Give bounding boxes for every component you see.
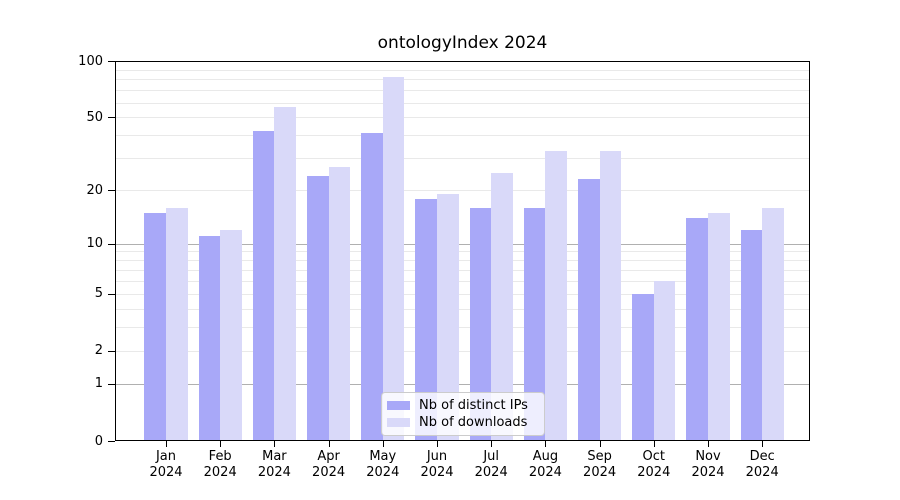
y-tick-mark bbox=[108, 61, 115, 62]
x-tick-label-feb: Feb 2024 bbox=[203, 449, 237, 480]
x-tick-mark bbox=[599, 441, 601, 447]
x-tick-label-sep: Sep 2024 bbox=[583, 449, 617, 480]
bar-distinct-ips-apr bbox=[306, 176, 329, 441]
bar-distinct-ips-mar bbox=[252, 131, 275, 441]
minor-gridline bbox=[116, 117, 809, 119]
y-tick-mark bbox=[108, 383, 115, 385]
x-tick-mark bbox=[708, 441, 709, 447]
legend-row-distinct-ips: Nb of distinct IPs bbox=[387, 397, 537, 414]
y-tick-mark bbox=[108, 117, 115, 119]
bar-downloads-dec bbox=[762, 207, 784, 441]
bar-downloads-may bbox=[382, 77, 405, 441]
minor-gridline bbox=[116, 326, 809, 328]
bar-distinct-ips-sep bbox=[577, 179, 600, 441]
x-tick-label-dec: Dec 2024 bbox=[745, 449, 779, 480]
legend-label-distinct-ips: Nb of distinct IPs bbox=[419, 398, 528, 413]
bar-distinct-ips-jan bbox=[144, 212, 166, 441]
y-tick-label: 0 bbox=[94, 433, 103, 449]
major-gridline bbox=[116, 243, 809, 245]
minor-gridline bbox=[116, 90, 809, 91]
y-tick-label: 50 bbox=[86, 109, 103, 125]
legend-swatch-distinct-ips bbox=[387, 401, 410, 410]
y-tick-label: 5 bbox=[94, 286, 103, 301]
minor-gridline bbox=[116, 158, 809, 160]
bar-downloads-apr bbox=[328, 166, 351, 441]
bar-distinct-ips-nov bbox=[686, 218, 708, 441]
minor-gridline bbox=[116, 293, 809, 295]
minor-gridline bbox=[116, 135, 809, 137]
x-tick-mark bbox=[762, 441, 764, 447]
bar-downloads-oct bbox=[653, 280, 676, 441]
x-tick-label-may: May 2024 bbox=[366, 449, 400, 480]
bar-downloads-jan bbox=[166, 207, 188, 441]
x-tick-mark bbox=[653, 441, 655, 447]
x-tick-label-mar: Mar 2024 bbox=[257, 449, 291, 480]
bar-distinct-ips-may bbox=[361, 133, 383, 441]
minor-gridline bbox=[116, 260, 809, 262]
minor-gridline bbox=[116, 350, 809, 352]
minor-gridline bbox=[116, 79, 809, 81]
y-tick-label: 20 bbox=[86, 182, 103, 198]
minor-gridline bbox=[116, 251, 809, 253]
bar-downloads-sep bbox=[599, 150, 622, 441]
x-tick-mark bbox=[220, 441, 222, 447]
legend-label-downloads: Nb of downloads bbox=[419, 415, 528, 430]
major-gridline bbox=[116, 383, 809, 385]
bar-downloads-nov bbox=[708, 212, 730, 441]
bar-distinct-ips-aug bbox=[523, 207, 546, 441]
y-tick-mark bbox=[108, 350, 115, 352]
minor-gridline bbox=[116, 190, 809, 192]
chart-title: ontologyIndex 2024 bbox=[377, 33, 548, 53]
minor-gridline bbox=[116, 102, 809, 104]
y-tick-label: 2 bbox=[94, 343, 103, 358]
bar-downloads-jun bbox=[437, 194, 459, 441]
x-tick-label-nov: Nov 2024 bbox=[691, 449, 725, 480]
bar-downloads-aug bbox=[545, 150, 568, 441]
x-tick-mark bbox=[274, 441, 276, 447]
legend: Nb of distinct IPs Nb of downloads bbox=[381, 392, 545, 436]
y-tick-mark bbox=[108, 293, 115, 295]
bar-distinct-ips-jul bbox=[469, 207, 492, 441]
x-tick-mark bbox=[545, 441, 547, 447]
legend-swatch-downloads bbox=[387, 418, 410, 427]
y-tick-label: 10 bbox=[86, 236, 103, 252]
y-tick-label: 100 bbox=[78, 53, 103, 69]
x-tick-mark bbox=[166, 441, 167, 447]
bar-distinct-ips-oct bbox=[632, 293, 654, 441]
legend-row-downloads: Nb of downloads bbox=[387, 414, 537, 431]
x-tick-mark bbox=[437, 441, 438, 447]
bar-distinct-ips-dec bbox=[740, 229, 763, 441]
bar-distinct-ips-jun bbox=[415, 198, 437, 441]
x-tick-label-jul: Jul 2024 bbox=[474, 449, 508, 480]
y-tick-mark bbox=[108, 243, 115, 245]
x-tick-label-apr: Apr 2024 bbox=[312, 449, 346, 480]
bar-downloads-feb bbox=[220, 229, 242, 441]
minor-gridline bbox=[116, 269, 809, 271]
y-tick-mark bbox=[108, 190, 115, 192]
x-tick-label-aug: Aug 2024 bbox=[528, 449, 562, 480]
x-tick-label-oct: Oct 2024 bbox=[637, 449, 671, 480]
minor-gridline bbox=[116, 69, 809, 71]
bar-downloads-mar bbox=[274, 106, 297, 441]
x-tick-mark bbox=[491, 441, 493, 447]
x-tick-label-jun: Jun 2024 bbox=[420, 449, 454, 480]
x-tick-label-jan: Jan 2024 bbox=[149, 449, 183, 480]
y-tick-label: 1 bbox=[94, 376, 103, 392]
minor-gridline bbox=[116, 280, 809, 282]
bar-downloads-jul bbox=[491, 172, 513, 441]
minor-gridline bbox=[116, 308, 809, 310]
y-tick-mark bbox=[108, 441, 115, 442]
x-tick-mark bbox=[382, 441, 384, 447]
bar-distinct-ips-feb bbox=[198, 236, 221, 441]
x-tick-mark bbox=[328, 441, 330, 447]
